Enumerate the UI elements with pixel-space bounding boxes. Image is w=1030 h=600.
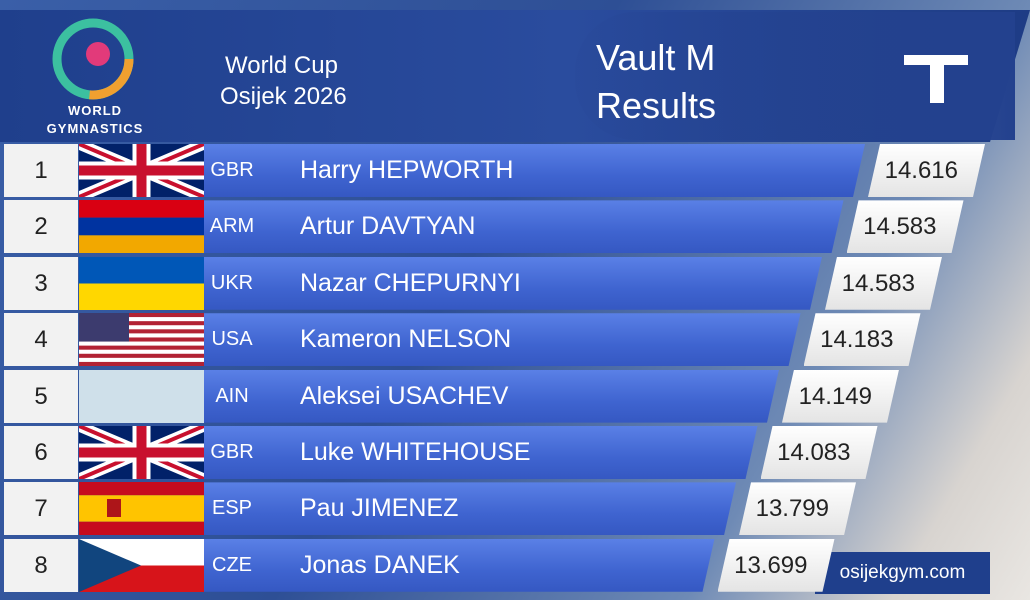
flag-part <box>79 362 204 367</box>
score <box>868 144 985 197</box>
athlete-name: Luke WHITEHOUSE <box>300 438 531 466</box>
flag-part <box>79 538 141 592</box>
name-bar <box>204 313 801 366</box>
score <box>847 200 964 253</box>
rank: 2 <box>4 200 78 254</box>
rank: 1 <box>4 144 78 197</box>
logo-ring-accent <box>52 18 134 100</box>
flag-part <box>79 313 129 342</box>
athlete-name: Artur DAVTYAN <box>300 212 476 241</box>
logo-icon <box>52 18 134 100</box>
flag-part <box>79 495 204 523</box>
score <box>804 313 921 366</box>
flag-part <box>79 482 204 496</box>
country-code: GBR <box>210 159 254 181</box>
flag <box>79 144 204 197</box>
flag-part <box>79 218 204 236</box>
flag <box>79 482 204 536</box>
score-text: 13.699 <box>734 551 808 579</box>
score <box>782 370 899 423</box>
apparatus-icon <box>904 55 968 103</box>
name-bar <box>204 539 715 592</box>
flag-part <box>79 345 204 351</box>
flag-part <box>79 329 204 335</box>
country-code: ARM <box>209 215 255 238</box>
flag-part <box>107 499 121 518</box>
flag-part <box>79 447 204 458</box>
flag-part <box>79 349 204 355</box>
score-text: 14.083 <box>777 439 851 466</box>
country-code: GBR <box>210 441 254 463</box>
country-code: USA <box>211 328 253 351</box>
event-title: Vault M <box>596 37 716 78</box>
flag-part <box>79 317 204 322</box>
athlete-name: Aleksei USACHEV <box>300 381 509 410</box>
athlete-name: Harry HEPWORTH <box>300 156 514 184</box>
name-bar <box>204 144 865 197</box>
flag-part <box>79 235 204 254</box>
flag-part <box>79 341 204 347</box>
flag-part <box>79 333 204 339</box>
flag <box>79 538 204 592</box>
name-bar <box>204 370 779 423</box>
country-code: UKR <box>210 271 254 294</box>
name-bar <box>204 200 844 253</box>
logo-text: WORLD <box>67 103 123 118</box>
event-subtitle: Results <box>596 85 717 126</box>
rank: 8 <box>4 538 78 592</box>
flag-part <box>79 325 204 330</box>
athlete-name: Nazar CHEPURNYI <box>300 268 521 297</box>
flag <box>79 256 204 310</box>
flag-part <box>79 353 204 359</box>
name-bar <box>204 257 822 310</box>
score-text: 14.583 <box>841 269 915 297</box>
country-code: ESP <box>211 497 253 520</box>
flag-part <box>79 321 204 326</box>
score-text: 14.149 <box>798 382 872 410</box>
rank: 4 <box>4 313 78 367</box>
flag-part <box>79 522 204 536</box>
athlete-name: Jonas DANEK <box>300 550 460 579</box>
country-code: CZE <box>212 553 252 576</box>
website: osijekgym.com <box>815 552 990 594</box>
flag-part <box>79 337 204 343</box>
score-text: 14.583 <box>863 213 937 241</box>
score-text: 13.799 <box>755 495 829 523</box>
athlete-name: Kameron NELSON <box>300 325 512 354</box>
score-text: 14.183 <box>820 326 894 354</box>
flag-part <box>79 369 204 423</box>
country-code: AIN <box>215 384 249 407</box>
score <box>825 257 942 310</box>
logo-figure <box>86 42 110 66</box>
name-bar <box>204 482 736 535</box>
athlete-name: Pau JIMENEZ <box>300 494 459 523</box>
score <box>761 426 878 479</box>
flag-part <box>79 256 204 284</box>
flag-part <box>79 313 204 318</box>
logo-text: GYMNASTICS <box>46 121 144 136</box>
score-text: 14.616 <box>884 157 958 184</box>
name-bar <box>204 426 758 479</box>
flag-part <box>79 358 204 363</box>
location: Osijek 2026 <box>220 83 347 110</box>
flag-part <box>79 283 204 310</box>
competition: World Cup <box>225 52 338 79</box>
flag <box>79 200 204 254</box>
flag <box>79 369 204 423</box>
flag <box>79 426 204 479</box>
flag <box>79 313 204 367</box>
rank: 6 <box>4 426 78 479</box>
flag-part <box>79 200 204 219</box>
rank: 7 <box>4 482 78 536</box>
rank: 5 <box>4 369 78 423</box>
flag-part <box>79 165 204 176</box>
rank: 3 <box>4 256 78 310</box>
score <box>718 539 835 592</box>
vault-icon <box>904 55 968 103</box>
score <box>739 482 856 535</box>
